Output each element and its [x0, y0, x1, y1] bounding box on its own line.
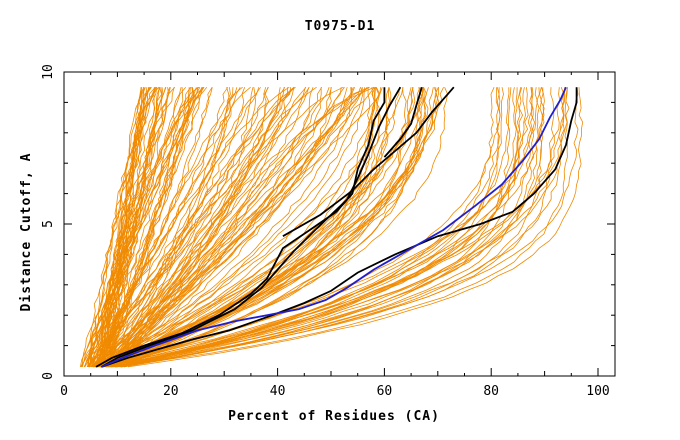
trajectory-line — [110, 87, 348, 368]
trajectory-line — [112, 87, 412, 368]
trajectory-line — [104, 86, 295, 368]
trajectory-line — [112, 87, 376, 368]
highlighted-series — [95, 86, 578, 368]
trajectory-line — [123, 87, 511, 368]
trajectory-line — [116, 87, 364, 368]
trajectory-line — [90, 86, 261, 368]
x-tick-label: 100 — [586, 384, 609, 399]
trajectory-line — [88, 87, 400, 368]
trajectory-line — [120, 87, 519, 368]
trajectory-line — [115, 86, 310, 368]
trajectory-line — [95, 87, 171, 368]
trajectory-line — [90, 87, 234, 368]
y-axis-label: Distance Cutoff, A — [19, 153, 34, 312]
trajectory-line — [115, 87, 380, 368]
trajectory-line — [117, 86, 370, 368]
y-tick-label: 0 — [41, 372, 56, 380]
trajectory-line — [96, 87, 170, 368]
trajectory-line — [107, 87, 230, 368]
trajectory-line — [88, 86, 290, 368]
background-trajectories — [80, 86, 584, 368]
trajectory-line — [113, 86, 323, 368]
trajectory-line — [119, 87, 570, 368]
trajectory-line — [90, 87, 342, 368]
trajectory-line — [88, 86, 307, 368]
trajectory-line — [122, 87, 565, 368]
x-tick-label: 40 — [270, 384, 286, 399]
axis-ticks: 0 20 40 60 80 100 0 5 10 — [41, 64, 615, 399]
trajectory-line — [95, 86, 208, 367]
trajectory-line — [102, 87, 163, 367]
trajectory-line — [110, 87, 332, 368]
trajectory-line — [104, 87, 404, 368]
trajectory-line — [100, 87, 561, 368]
trajectory-line — [91, 86, 296, 368]
trajectory-line — [80, 87, 182, 368]
trajectory-line — [98, 86, 368, 368]
trajectory-line — [105, 86, 295, 368]
blue-series-line — [101, 86, 567, 368]
trajectory-line — [106, 87, 203, 368]
trajectory-line — [112, 87, 295, 368]
trajectory-line — [99, 87, 260, 368]
trajectory-line — [106, 87, 285, 368]
trajectory-line — [99, 87, 434, 368]
trajectory-line — [109, 86, 152, 368]
trajectory-line — [108, 87, 540, 368]
trajectory-line — [84, 86, 187, 368]
trajectory-line — [116, 87, 545, 368]
trajectory-line — [110, 87, 238, 368]
trajectory-line — [99, 87, 364, 368]
trajectory-line — [94, 86, 200, 368]
trajectory-line — [103, 87, 383, 368]
y-tick-label: 5 — [41, 220, 56, 228]
trajectory-line — [115, 87, 495, 368]
x-tick-label: 0 — [60, 384, 68, 399]
trajectory-line — [120, 87, 526, 368]
trajectory-line — [107, 87, 156, 368]
black-series-line — [100, 86, 402, 368]
trajectory-line — [87, 86, 192, 367]
trajectory-line — [111, 87, 449, 368]
trajectory-line — [100, 87, 195, 368]
trajectory-line — [106, 87, 254, 368]
trajectory-line — [105, 87, 376, 368]
trajectory-line — [98, 87, 543, 368]
trajectory-line — [110, 87, 291, 368]
black-series-line — [95, 87, 386, 368]
trajectory-line — [105, 87, 439, 368]
x-tick-label: 80 — [483, 384, 499, 399]
trajectory-line — [91, 87, 366, 368]
black-series-line — [282, 86, 455, 237]
trajectory-line — [105, 87, 517, 368]
trajectory-line — [96, 87, 444, 368]
trajectory-line — [110, 87, 504, 368]
black-series-line — [383, 86, 423, 158]
chart-title: T0975-D1 — [305, 19, 376, 34]
trajectory-line — [111, 87, 310, 368]
trajectory-line — [117, 87, 579, 368]
x-axis-label: Percent of Residues (CA) — [228, 409, 440, 424]
trajectory-line — [121, 87, 512, 368]
trajectory-line — [114, 86, 345, 368]
trajectory-line — [106, 87, 535, 368]
x-tick-label: 60 — [377, 384, 393, 399]
trajectory-line — [128, 87, 584, 368]
trajectory-line — [91, 86, 176, 368]
black-series-line — [101, 87, 578, 368]
trajectory-line — [96, 87, 392, 368]
y-tick-label: 10 — [41, 64, 56, 80]
trajectory-line — [99, 87, 314, 368]
trajectory-line — [110, 87, 524, 368]
x-tick-label: 20 — [163, 384, 179, 399]
trajectory-line — [99, 86, 317, 368]
trajectory-line — [114, 87, 555, 368]
